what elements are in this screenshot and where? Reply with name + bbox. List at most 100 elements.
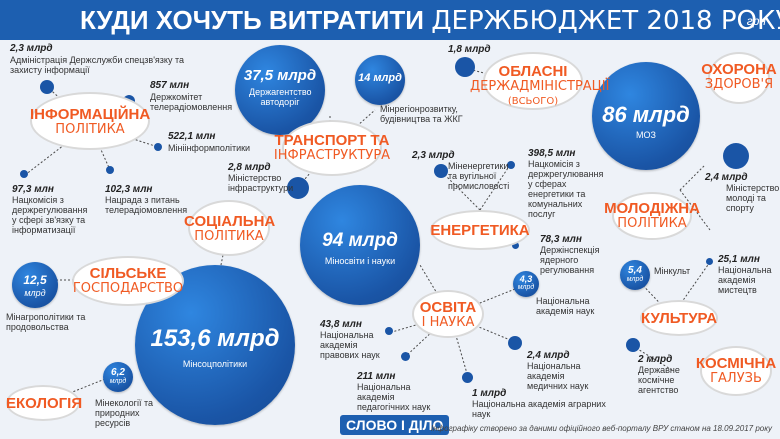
youth-category-bold: МОЛОДІЖНА	[604, 200, 700, 217]
desc-minenergy: Міненергетики та вугільної промисловості	[448, 161, 510, 191]
amount-akad-agro: 1 млрд	[472, 388, 507, 399]
agro-ring	[72, 256, 184, 306]
info-ring	[30, 92, 150, 150]
amount-nkrekp: 398,5 млн	[528, 148, 576, 159]
culture-category-bold: КУЛЬТУРА	[640, 310, 718, 327]
currency-label: грн	[746, 14, 766, 28]
dot-akad-mystets	[706, 258, 713, 265]
social-category-light: ПОЛІТИКА	[194, 229, 264, 244]
agro-bubble-unit: млрд	[24, 288, 46, 298]
dot-mininform	[154, 143, 162, 151]
ecology-ring	[6, 385, 80, 421]
oblast-ring	[483, 52, 583, 110]
desc-natrada: Нацрада з питань телерадіомовлення	[105, 195, 188, 215]
desc-kosmos: Державне космічне агентство	[638, 365, 680, 395]
amount-akad-med: 2,4 млрд	[527, 350, 570, 361]
space-category-bold: КОСМІЧНА	[695, 355, 777, 372]
youth-ring	[612, 192, 692, 240]
oblast-category-light: ДЕРЖАДМІНІСТРАЦІЇ	[470, 79, 610, 94]
transport-category: ТРАНСПОРТ ТА ІНФРАСТРУКТУРА	[270, 133, 394, 163]
amount-kosmos: 2 млрд	[638, 354, 673, 365]
mon-bubble-label: Міносвіти і науки	[324, 256, 396, 266]
mon-bubble: 94 млрд Міносвіти і науки	[300, 185, 420, 305]
space-category: КОСМІЧНА ГАЛУЗЬ	[694, 356, 778, 386]
agro-category-light: ГОСПОДАРСТВО	[72, 281, 184, 296]
education-category: ОСВІТА І НАУКА	[412, 300, 484, 330]
dot-minmolod	[723, 143, 749, 169]
amount-natrada: 102,3 млн	[105, 184, 153, 195]
mon-bubble-amount: 94 млрд	[322, 230, 398, 251]
desc-minekol: Мінекології та природних ресурсів	[95, 398, 153, 428]
social-category-bold: СОЦІАЛЬНА	[184, 213, 276, 230]
energy-category: ЕНЕРГЕТИКА	[430, 223, 530, 238]
education-category-light: І НАУКА	[421, 315, 475, 330]
culture-ring	[640, 300, 718, 336]
title-light: ДЕРЖБЮДЖЕТ 2018 РОКУ	[431, 6, 780, 36]
amount-yadreg: 78,3 млн	[540, 234, 582, 245]
ecology-category: ЕКОЛОГІЯ	[6, 395, 83, 412]
dot-nkrekp	[507, 161, 515, 169]
dot-natskom-zv	[20, 170, 28, 178]
agro-bubble: 12,5 млрд	[12, 262, 58, 308]
education-ring	[412, 290, 484, 338]
amount-mininfra: 2,8 млрд	[228, 162, 271, 173]
minsoc-bubble-amount: 153,6 млрд	[150, 325, 280, 352]
energy-ring	[430, 210, 530, 250]
dot-minenergy	[434, 164, 448, 178]
agro-bubble-amount: 12,5	[23, 273, 47, 287]
desc-derzhspetszv: Адміністрація Держслужби спецзв'язку та …	[10, 55, 184, 75]
desc-nkrekp: Нацкомісія з держрегулювання у сферах ен…	[528, 159, 604, 219]
minsoc-bubble-label: Мінсоцполітики	[182, 359, 248, 369]
dot-natrada	[106, 166, 114, 174]
desc-mininfra: Міністерство інфраструктури	[228, 173, 294, 193]
title-bold: КУДИ ХОЧУТЬ ВИТРАТИТИ	[80, 5, 424, 35]
space-category-light: ГАЛУЗЬ	[710, 371, 762, 386]
amount-minenergy: 2,3 млрд	[412, 150, 455, 161]
dot-yadreg	[512, 242, 519, 249]
minregion-bubble: 14 млрд	[355, 55, 405, 105]
culture-bubble-amount: 5,4	[628, 265, 642, 276]
energy-category-bold: ЕНЕРГЕТИКА	[430, 222, 530, 239]
culture-bubble-unit: млрд	[626, 276, 644, 283]
amount-akad-ped: 211 млн	[357, 371, 396, 382]
dot-akad-agro	[462, 372, 473, 383]
transport-category-bold: ТРАНСПОРТ ТА	[274, 132, 390, 149]
minregion-bubble-amount: 14 млрд	[358, 72, 402, 84]
nan-bubble-amount: 4,3	[519, 274, 533, 284]
desc-akad-ped: Національна академія педагогічних наук	[357, 382, 431, 412]
amount-akad-pravo: 43,8 млн	[320, 319, 362, 330]
dot-akad-pravo	[385, 327, 393, 335]
desc-minmolod: Міністерство молоді та спорту	[726, 183, 780, 213]
page-title: КУДИ ХОЧУТЬ ВИТРАТИТИ ДЕРЖБЮДЖЕТ 2018 РО…	[80, 5, 780, 36]
info-category-bold: ІНФОРМАЦІЙНА	[30, 106, 151, 123]
culture-category: КУЛЬТУРА	[640, 311, 718, 326]
ecology-category-bold: ЕКОЛОГІЯ	[6, 395, 83, 412]
desc-mininform: Мініінформполітики	[168, 143, 251, 153]
dot-oblast	[455, 57, 475, 77]
ecology-bubble-unit: млрд	[109, 378, 127, 385]
transport-ring	[282, 120, 382, 176]
amount-mininform: 522,1 млн	[168, 131, 216, 142]
health-category: ОХОРОНА ЗДОРОВ'Я	[700, 62, 778, 92]
social-ring	[188, 200, 270, 256]
youth-category: МОЛОДІЖНА ПОЛІТИКА	[600, 201, 704, 231]
youth-category-light: ПОЛІТИКА	[617, 216, 687, 231]
amount-telerad: 857 млн	[150, 80, 190, 91]
desc-minkult: Мінкульт	[654, 266, 691, 276]
desc-akad-pravo: Національна академія правових наук	[320, 330, 380, 360]
dot-mininfra	[287, 177, 309, 199]
desc-akad-mystets: Національна академія мистецтв	[718, 265, 772, 295]
health-category-bold: ОХОРОНА	[701, 61, 777, 78]
amount-akad-mystets: 25,1 млн	[718, 254, 760, 265]
desc-akad-agro: Національна академія аграрних наук	[472, 399, 606, 419]
moz-bubble-amount: 86 млрд	[602, 102, 690, 127]
amount-minmolod: 2,4 млрд	[705, 172, 748, 183]
transport-bubble-label: Держагентство автодоріг	[249, 87, 312, 107]
slovo-i-dilo-logo: СЛОВО І ДІЛО	[340, 415, 450, 435]
moz-bubble-label: МОЗ	[636, 130, 656, 140]
desc-minagro: Мінагрополітики та продовольства	[6, 312, 86, 332]
oblast-category: ОБЛАСНІ ДЕРЖАДМІНІСТРАЦІЇ (ВСЬОГО)	[470, 64, 610, 109]
oblast-category-sub: (ВСЬОГО)	[507, 96, 559, 107]
agro-category: СІЛЬСЬКЕ ГОСПОДАРСТВО	[72, 266, 184, 296]
